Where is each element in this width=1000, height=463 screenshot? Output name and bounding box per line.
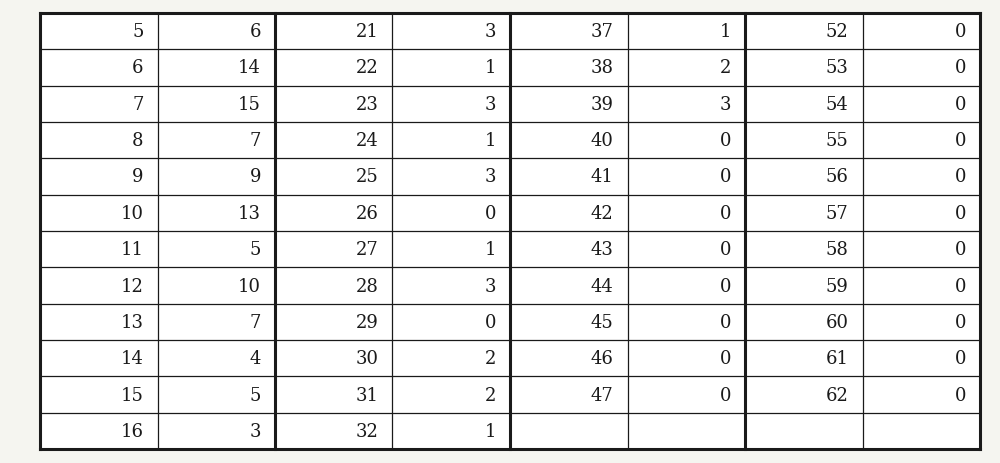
Text: 3: 3	[484, 277, 496, 295]
Text: 7: 7	[132, 95, 143, 113]
Text: 1: 1	[484, 241, 496, 259]
Text: 10: 10	[238, 277, 261, 295]
Text: 0: 0	[954, 241, 966, 259]
Text: 0: 0	[719, 313, 731, 331]
Text: 58: 58	[826, 241, 848, 259]
Text: 30: 30	[355, 350, 378, 368]
Text: 3: 3	[484, 23, 496, 41]
Text: 1: 1	[484, 422, 496, 440]
Text: 2: 2	[485, 350, 496, 368]
Text: 3: 3	[484, 168, 496, 186]
Text: 9: 9	[249, 168, 261, 186]
Text: 14: 14	[121, 350, 143, 368]
Text: 31: 31	[355, 386, 378, 404]
Text: 21: 21	[356, 23, 378, 41]
Text: 0: 0	[719, 350, 731, 368]
Text: 13: 13	[238, 204, 261, 222]
Text: 60: 60	[825, 313, 848, 331]
Text: 27: 27	[356, 241, 378, 259]
Text: 1: 1	[719, 23, 731, 41]
Text: 0: 0	[954, 313, 966, 331]
Text: 55: 55	[826, 132, 848, 150]
Text: 1: 1	[484, 59, 496, 77]
Text: 0: 0	[719, 168, 731, 186]
Text: 43: 43	[591, 241, 613, 259]
Text: 5: 5	[132, 23, 143, 41]
Text: 3: 3	[484, 95, 496, 113]
Text: 41: 41	[591, 168, 613, 186]
Text: 25: 25	[356, 168, 378, 186]
Text: 15: 15	[121, 386, 143, 404]
Text: 26: 26	[356, 204, 378, 222]
Text: 3: 3	[249, 422, 261, 440]
Text: 0: 0	[954, 95, 966, 113]
Text: 3: 3	[719, 95, 731, 113]
Text: 12: 12	[121, 277, 143, 295]
Text: 1: 1	[484, 132, 496, 150]
Text: 0: 0	[954, 168, 966, 186]
Text: 38: 38	[590, 59, 613, 77]
Text: 37: 37	[591, 23, 613, 41]
Text: 8: 8	[132, 132, 143, 150]
Text: 15: 15	[238, 95, 261, 113]
Text: 0: 0	[954, 132, 966, 150]
Text: 5: 5	[250, 241, 261, 259]
Text: 22: 22	[356, 59, 378, 77]
Text: 0: 0	[719, 386, 731, 404]
Text: 45: 45	[591, 313, 613, 331]
Text: 42: 42	[591, 204, 613, 222]
Text: 39: 39	[590, 95, 613, 113]
Text: 4: 4	[250, 350, 261, 368]
Text: 52: 52	[826, 23, 848, 41]
Text: 32: 32	[356, 422, 378, 440]
Text: 24: 24	[356, 132, 378, 150]
Text: 57: 57	[826, 204, 848, 222]
Text: 7: 7	[250, 313, 261, 331]
Text: 28: 28	[356, 277, 378, 295]
Text: 54: 54	[826, 95, 848, 113]
Text: 0: 0	[484, 204, 496, 222]
Text: 62: 62	[826, 386, 848, 404]
Text: 14: 14	[238, 59, 261, 77]
Text: 53: 53	[826, 59, 848, 77]
Text: 40: 40	[591, 132, 613, 150]
Text: 23: 23	[356, 95, 378, 113]
Text: 2: 2	[720, 59, 731, 77]
Text: 0: 0	[954, 59, 966, 77]
Text: 29: 29	[356, 313, 378, 331]
Text: 59: 59	[826, 277, 848, 295]
Text: 6: 6	[249, 23, 261, 41]
Text: 5: 5	[250, 386, 261, 404]
Text: 44: 44	[591, 277, 613, 295]
Text: 0: 0	[954, 277, 966, 295]
Text: 46: 46	[591, 350, 613, 368]
Text: 9: 9	[132, 168, 143, 186]
Text: 0: 0	[954, 350, 966, 368]
Text: 56: 56	[826, 168, 848, 186]
Text: 6: 6	[132, 59, 143, 77]
Text: 0: 0	[954, 386, 966, 404]
Text: 2: 2	[485, 386, 496, 404]
Text: 0: 0	[719, 132, 731, 150]
Text: 61: 61	[825, 350, 848, 368]
Text: 47: 47	[591, 386, 613, 404]
Text: 0: 0	[484, 313, 496, 331]
Text: 10: 10	[120, 204, 143, 222]
Text: 11: 11	[120, 241, 143, 259]
Text: 7: 7	[250, 132, 261, 150]
Text: 0: 0	[719, 241, 731, 259]
Text: 0: 0	[954, 23, 966, 41]
Text: 13: 13	[120, 313, 143, 331]
Text: 0: 0	[719, 204, 731, 222]
Text: 16: 16	[120, 422, 143, 440]
Text: 0: 0	[719, 277, 731, 295]
Text: 0: 0	[954, 204, 966, 222]
